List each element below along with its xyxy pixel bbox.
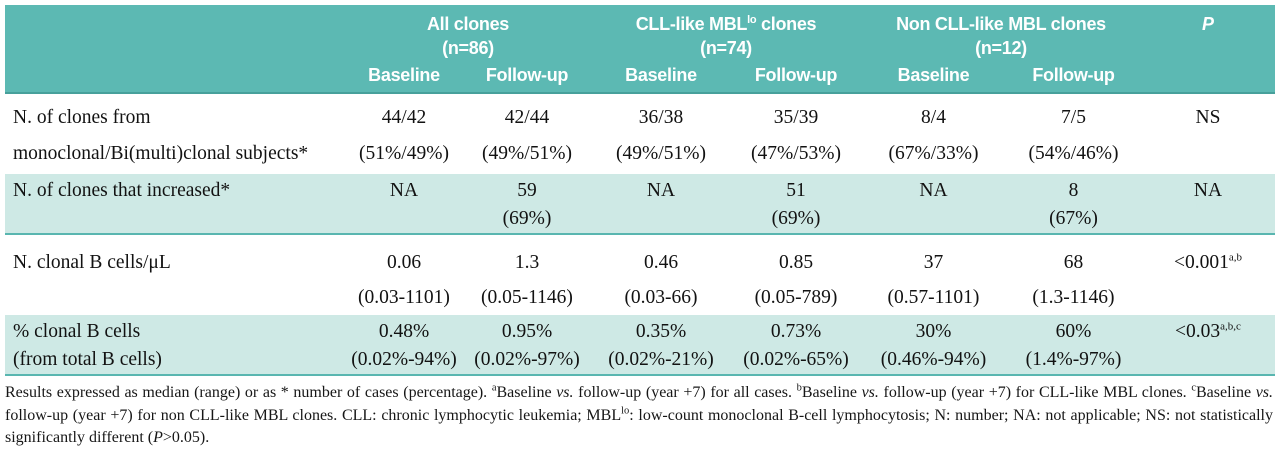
cell-cll-baseline: NA: [646, 180, 676, 201]
cell-noncll-baseline: NA: [919, 180, 948, 201]
group-header-cll-like-mbl: CLL-like MBLlo clones (n=74): [591, 12, 861, 60]
cell-p-value: NA: [1193, 180, 1223, 201]
cell-p-value: <0.03a,b,c: [1175, 320, 1241, 342]
subheader-baseline: Baseline: [625, 65, 697, 85]
group-n: (n=74): [700, 38, 752, 58]
subheader-followup: Follow-up: [1032, 65, 1115, 85]
cell-cll-baseline: 36/38 (49%/51%): [616, 107, 706, 164]
group-header-non-cll-like-mbl: Non CLL-like MBL clones (n=12): [861, 12, 1141, 60]
cell-all-followup: 0.95% (0.02%-97%): [474, 321, 580, 370]
cell-p-value: NS: [1195, 107, 1221, 128]
cell-p-value: <0.001a,b: [1173, 251, 1242, 273]
cell-noncll-followup: 68 (1.3-1146): [1032, 252, 1115, 308]
subheader-followup: Follow-up: [485, 65, 569, 85]
table-header: All clones (n=86) CLL-like MBLlo clones …: [5, 5, 1275, 94]
subheader-baseline: Baseline: [368, 65, 440, 85]
table-row: N. of clones from monoclonal/Bi(multi)cl…: [5, 94, 1275, 174]
table-row: % clonal B cells (from total B cells) 0.…: [5, 315, 1275, 376]
cell-cll-followup: 51 (69%): [771, 180, 821, 229]
cell-noncll-baseline: 8/4 (67%/33%): [888, 107, 979, 164]
group-n: (n=86): [442, 38, 494, 58]
cell-noncll-baseline: 37 (0.57-1101): [887, 252, 980, 308]
subheader-followup: Follow-up: [754, 65, 838, 85]
cell-all-baseline: 44/42 (51%/49%): [359, 107, 449, 164]
cell-all-baseline: 0.06 (0.03-1101): [358, 252, 450, 308]
table-row: N. clonal B cells/μL 0.06 (0.03-1101) 1.3…: [5, 235, 1275, 315]
cell-cll-baseline: 0.35% (0.02%-21%): [608, 321, 714, 370]
cell-all-baseline: 0.48% (0.02%-94%): [351, 321, 457, 370]
cell-all-followup: 42/44 (49%/51%): [482, 107, 572, 164]
row-label: N. of clones from monoclonal/Bi(multi)cl…: [13, 107, 309, 164]
cell-noncll-baseline: 30% (0.46%-94%): [880, 321, 987, 370]
cell-all-baseline: NA: [389, 180, 419, 201]
footnote: Results expressed as median (range) or a…: [5, 382, 1274, 446]
cell-noncll-followup: 7/5 (54%/46%): [1028, 107, 1119, 164]
cell-all-followup: 59 (69%): [502, 180, 552, 229]
cell-cll-followup: 0.85 (0.05-789): [754, 252, 838, 308]
group-header-all-clones: All clones (n=86): [345, 12, 591, 60]
header-spacer: [5, 60, 345, 92]
row-label: N. of clones that increased*: [13, 180, 231, 201]
row-label: N. clonal B cells/μL: [13, 252, 171, 273]
cell-noncll-followup: 60% (1.4%-97%): [1025, 321, 1122, 370]
header-spacer: [5, 12, 345, 60]
cell-cll-followup: 0.73% (0.02%-65%): [743, 321, 849, 370]
cell-cll-baseline: 0.46 (0.03-66): [624, 252, 698, 308]
cell-all-followup: 1.3 (0.05-1146): [481, 252, 573, 308]
cell-noncll-followup: 8 (67%): [1049, 180, 1098, 229]
subheader-baseline: Baseline: [897, 65, 970, 85]
cell-cll-followup: 35/39 (47%/53%): [751, 107, 841, 164]
row-label: % clonal B cells (from total B cells): [13, 321, 162, 370]
group-name: CLL-like MBLlo clones: [635, 14, 817, 34]
group-name: All clones: [426, 14, 510, 34]
group-name: Non CLL-like MBL clones: [896, 14, 1106, 34]
table-row: N. of clones that increased* NA 59 (69%) …: [5, 174, 1275, 235]
group-n: (n=12): [975, 38, 1027, 58]
p-value-column-header: P: [1201, 14, 1214, 34]
